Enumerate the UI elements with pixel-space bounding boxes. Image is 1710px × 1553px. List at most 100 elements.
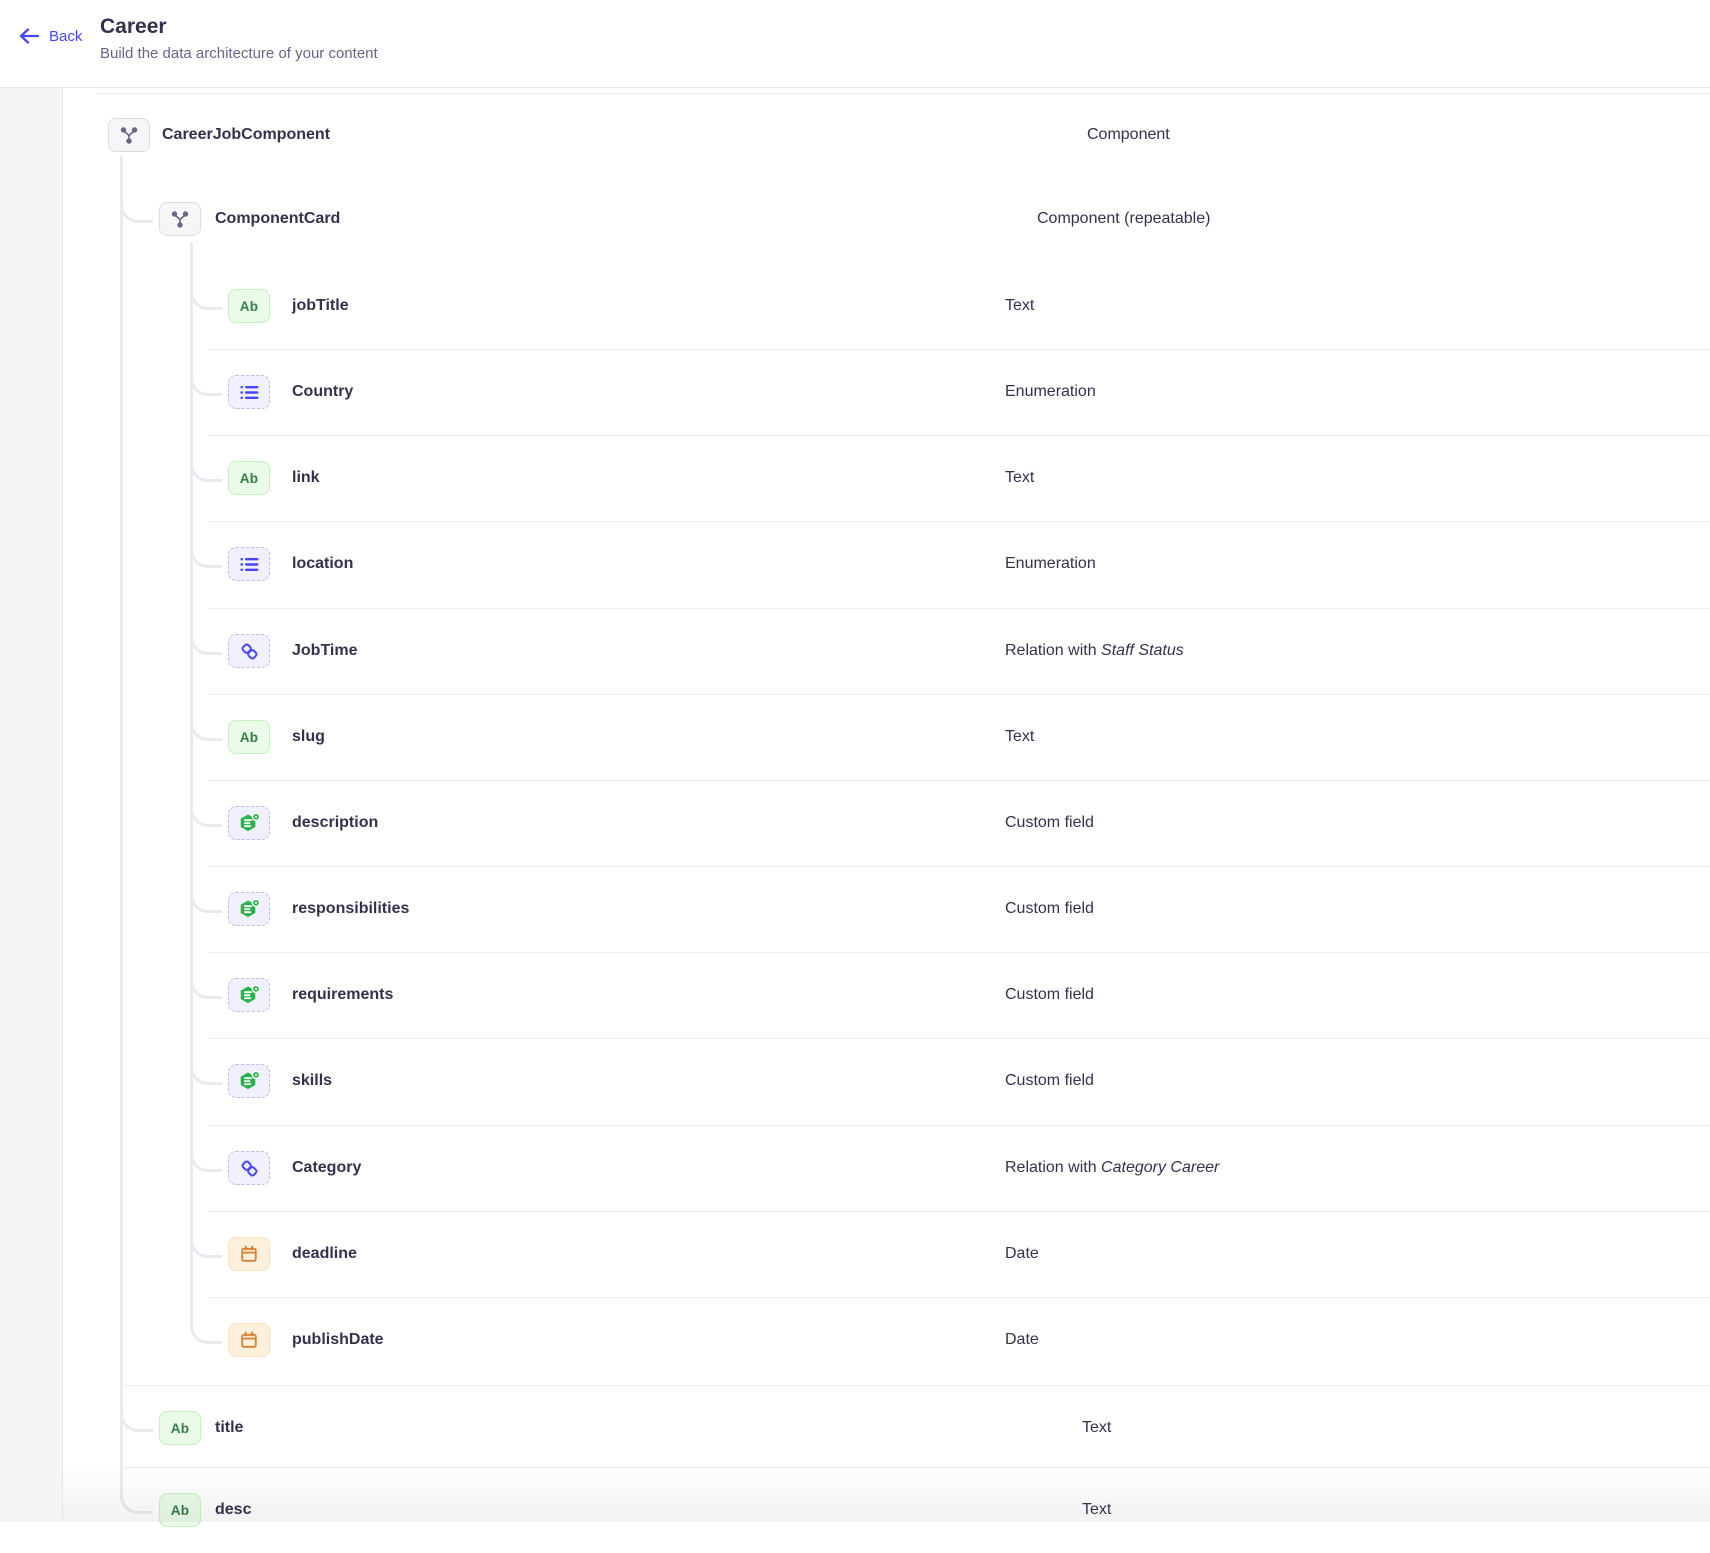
field-name: description <box>292 814 379 831</box>
tree-elbow <box>120 184 153 223</box>
field-type: Component (repeatable) <box>1037 210 1211 227</box>
row-divider <box>122 1385 1710 1386</box>
field-type: Enumeration <box>1005 555 1096 572</box>
field-row-description: description Custom field <box>0 780 1710 866</box>
field-type-target: Category Career <box>1101 1159 1220 1176</box>
field-row-Country: Country Enumeration <box>0 349 1710 435</box>
field-row-requirements: requirements Custom field <box>0 952 1710 1038</box>
row-divider <box>208 780 1710 781</box>
row-divider <box>208 694 1710 695</box>
page-header: Back Career Build the data architecture … <box>0 0 1710 88</box>
tree-elbow <box>120 1393 153 1432</box>
field-name: deadline <box>292 1245 357 1262</box>
field-row-location: location Enumeration <box>0 521 1710 607</box>
text-field-icon-label: Ab <box>170 1502 190 1518</box>
custom-field-icon <box>228 806 270 840</box>
field-name: slug <box>292 728 325 745</box>
component-icon <box>108 118 150 152</box>
field-name: CareerJobComponent <box>162 126 331 143</box>
custom-field-icon <box>228 892 270 926</box>
field-row-JobTime: JobTime Relation with Staff Status <box>0 608 1710 694</box>
text-field-icon: Ab <box>228 461 270 495</box>
field-type: Relation with Staff Status <box>1005 642 1184 659</box>
field-row-CareerJobComponent: CareerJobComponent Component <box>0 92 1710 178</box>
enumeration-icon <box>228 375 270 409</box>
field-row-ComponentCard: ComponentCard Component (repeatable) <box>0 176 1710 262</box>
field-type: Custom field <box>1005 1072 1094 1089</box>
field-type: Date <box>1005 1245 1039 1262</box>
tree-elbow <box>190 271 222 310</box>
field-type: Component <box>1087 126 1170 143</box>
enumeration-icon <box>228 547 270 581</box>
field-type: Enumeration <box>1005 383 1096 400</box>
field-name: JobTime <box>292 642 358 659</box>
page-subtitle: Build the data architecture of your cont… <box>100 45 378 62</box>
field-name: desc <box>215 1501 252 1518</box>
field-row-responsibilities: responsibilities Custom field <box>0 866 1710 952</box>
row-divider <box>208 1297 1710 1298</box>
back-label: Back <box>49 27 83 45</box>
field-name: link <box>292 469 320 486</box>
field-type: Text <box>1005 297 1035 314</box>
tree-elbow <box>190 443 222 482</box>
tree-trunk-componentcard <box>190 242 193 1324</box>
field-row-link: Ab link Text <box>0 435 1710 521</box>
field-name: publishDate <box>292 1331 384 1348</box>
tree-elbow <box>190 1133 222 1172</box>
field-type: Relation with Category Career <box>1005 1159 1220 1176</box>
sidebar <box>0 88 63 1522</box>
tree-elbow <box>190 616 222 655</box>
field-type: Custom field <box>1005 814 1094 831</box>
row-divider <box>208 435 1710 436</box>
custom-field-icon <box>228 1064 270 1098</box>
tree-elbow <box>190 960 222 999</box>
text-field-icon-label: Ab <box>170 1420 190 1436</box>
row-divider <box>208 1211 1710 1212</box>
field-type: Custom field <box>1005 986 1094 1003</box>
date-icon <box>228 1237 270 1271</box>
text-field-icon: Ab <box>228 289 270 323</box>
field-type: Date <box>1005 1331 1039 1348</box>
tree-elbow <box>190 529 222 568</box>
text-field-icon: Ab <box>159 1411 201 1445</box>
custom-field-icon <box>228 978 270 1012</box>
field-name: jobTitle <box>292 297 349 314</box>
field-name: location <box>292 555 354 572</box>
component-icon <box>159 202 201 236</box>
row-divider <box>208 1125 1710 1126</box>
field-row-publishDate: publishDate Date <box>0 1297 1710 1383</box>
tree-elbow <box>190 1219 222 1258</box>
field-row-skills: skills Custom field <box>0 1038 1710 1124</box>
text-field-icon-label: Ab <box>239 298 259 314</box>
field-row-deadline: deadline Date <box>0 1211 1710 1297</box>
text-field-icon-label: Ab <box>239 729 259 745</box>
text-field-icon: Ab <box>159 1493 201 1527</box>
field-row-desc: Ab desc Text <box>0 1467 1710 1553</box>
row-divider <box>122 1467 1710 1468</box>
tree-elbow <box>190 1046 222 1085</box>
tree-elbow <box>190 874 222 913</box>
page-title: Career <box>100 15 167 38</box>
relation-icon <box>228 1151 270 1185</box>
field-type: Text <box>1005 469 1035 486</box>
field-row-Category: Category Relation with Category Career <box>0 1125 1710 1211</box>
field-name: Country <box>292 383 354 400</box>
field-type-target: Staff Status <box>1101 642 1184 659</box>
date-icon <box>228 1323 270 1357</box>
back-button[interactable]: Back <box>18 27 82 45</box>
tree-elbow <box>190 788 222 827</box>
tree-elbow <box>190 702 222 741</box>
tree-elbow <box>190 1305 222 1344</box>
field-type: Text <box>1082 1501 1112 1518</box>
row-divider <box>208 521 1710 522</box>
field-name: skills <box>292 1072 333 1089</box>
text-field-icon: Ab <box>228 720 270 754</box>
field-name: requirements <box>292 986 394 1003</box>
tree-elbow <box>190 357 222 396</box>
text-field-icon-label: Ab <box>239 470 259 486</box>
back-arrow-icon <box>18 27 40 45</box>
field-name: responsibilities <box>292 900 410 917</box>
panel-top-divider <box>97 93 1710 94</box>
field-type: Text <box>1005 728 1035 745</box>
row-divider <box>208 952 1710 953</box>
